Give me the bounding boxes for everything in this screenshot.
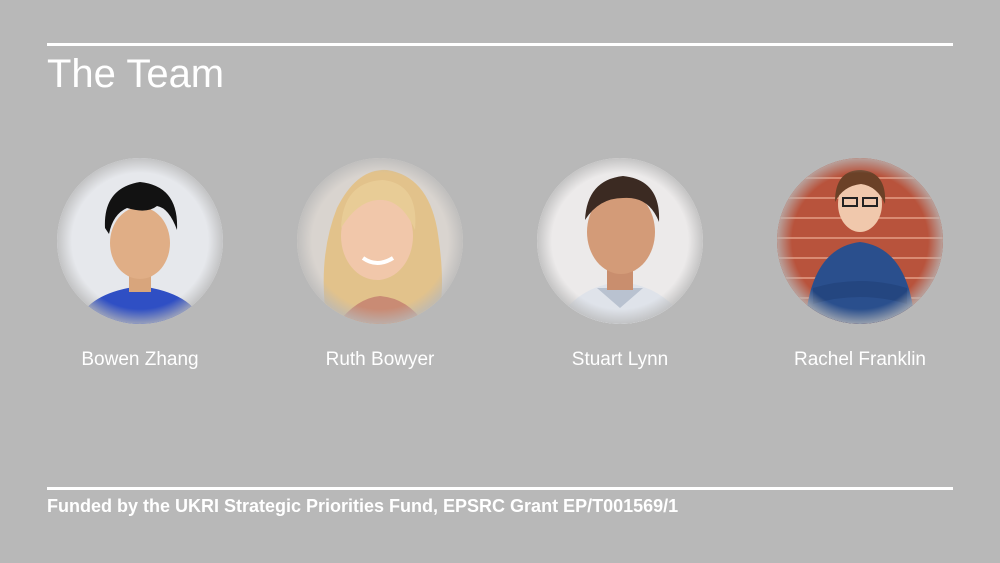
bottom-divider: [47, 487, 953, 490]
team-member-stuart-lynn: Stuart Lynn: [520, 158, 720, 372]
page-title: The Team: [47, 52, 225, 96]
member-name: Stuart Lynn: [571, 349, 669, 370]
member-name: Rachel Franklin: [794, 349, 926, 370]
funding-note: Funded by the UKRI Strategic Priorities …: [47, 496, 679, 516]
member-name: Bowen Zhang: [81, 349, 199, 370]
team-member-ruth-bowyer: Ruth Bowyer: [280, 158, 480, 372]
avatar: [777, 158, 943, 324]
team-member-rachel-franklin: Rachel Franklin: [760, 158, 960, 372]
team-member-bowen-zhang: Bowen Zhang: [40, 158, 240, 372]
avatar: [297, 158, 463, 324]
top-divider: [47, 43, 953, 46]
member-name: Ruth Bowyer: [325, 349, 435, 370]
avatar: [537, 158, 703, 324]
avatar: [57, 158, 223, 324]
